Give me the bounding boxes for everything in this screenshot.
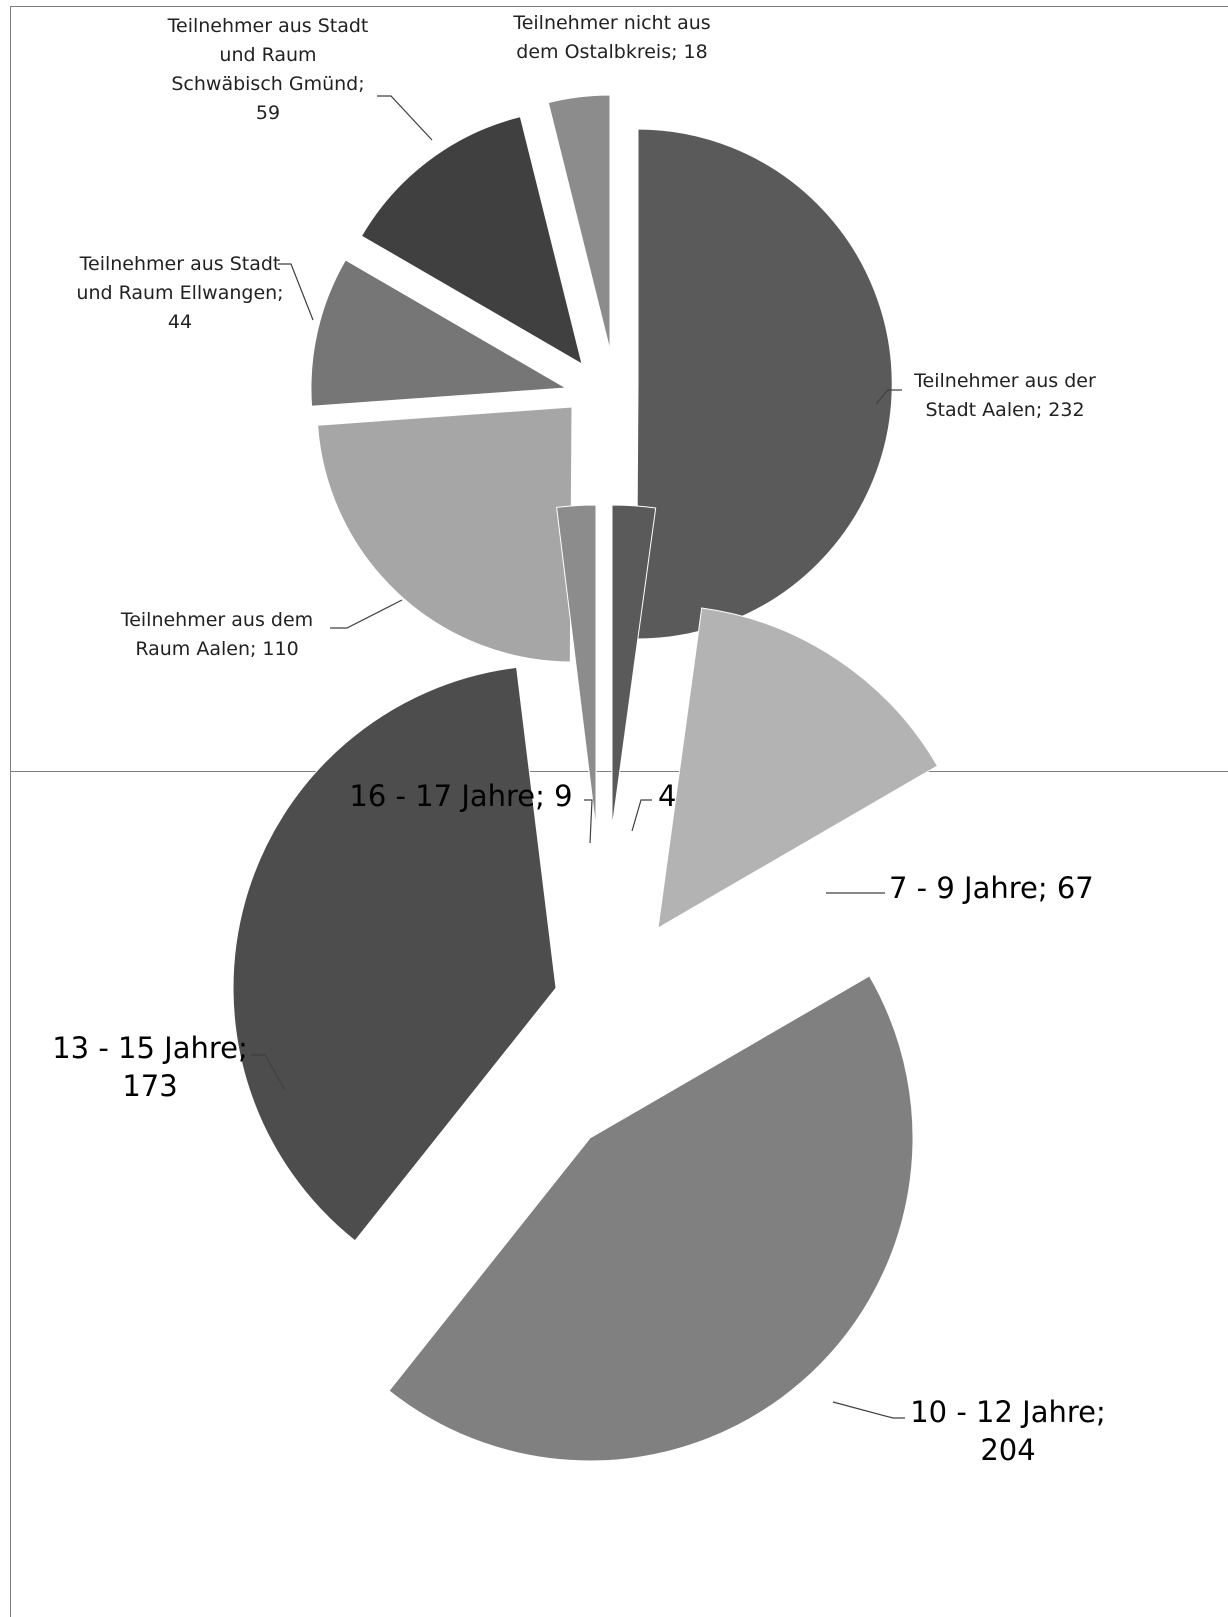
leader-line-teilnehmer-aus-stadt-und-raum-ellwangen	[278, 263, 314, 321]
pie-chart-origin: Teilnehmer aus der Stadt Aalen; 232 Teilne…	[76, 12, 1096, 663]
data-label-7-9-jahre: 7 - 9 Jahre; 67	[889, 871, 1094, 905]
leader-line-10-12-jahre	[832, 1401, 905, 1419]
leader-line-teilnehmer-aus-dem-raum-aalen	[330, 599, 403, 629]
data-label-16-17-jahre: 16 - 17 Jahre; 9	[349, 779, 572, 813]
data-label-teilnehmer-nicht-aus-dem-ostalbkreis: Teilnehmer nicht aus dem Ostalbkreis; 18	[512, 12, 710, 63]
pie-slice-teilnehmer-aus-stadt-und-raum-ellwangen	[310, 259, 568, 407]
pie-slice-10-12-jahre	[388, 975, 914, 1462]
data-label-teilnehmer-aus-der-stadt-aalen: Teilnehmer aus der Stadt Aalen; 232	[913, 370, 1096, 421]
leader-line-13-15-jahre	[251, 1054, 286, 1091]
pie-slice-teilnehmer-aus-dem-raum-aalen	[317, 406, 573, 663]
pie-slice-13-15-jahre	[232, 666, 557, 1242]
pie-slice-7-9-jahre	[657, 607, 939, 929]
pie-slice-teilnehmer-nicht-aus-dem-ostalbkreis	[547, 94, 611, 351]
data-label-13-15-jahre: 13 - 15 Jahre; 173	[52, 1031, 248, 1103]
chart-panel-origin	[10, 6, 1228, 771]
pie-slice-teilnehmer-aus-stadt-und-raum-schw-bisch-gm-nd	[360, 115, 583, 366]
leader-line-16-17-jahre	[584, 799, 593, 844]
data-label-10-12-jahre: 10 - 12 Jahre; 204	[910, 1395, 1106, 1467]
pie-slice-16-17-jahre	[556, 504, 597, 829]
pie-slice-4-6-jahre	[611, 504, 657, 829]
data-label-teilnehmer-aus-stadt-und-raum-schw-bisch-gm-nd: Teilnehmer aus Stadt und Raum Schwäbisch G…	[167, 15, 369, 124]
leader-line-teilnehmer-aus-der-stadt-aalen	[875, 389, 902, 405]
leader-line-teilnehmer-aus-stadt-und-raum-schw-bisch-gm-nd	[377, 95, 433, 141]
data-label-teilnehmer-aus-stadt-und-raum-ellwangen: Teilnehmer aus Stadt und Raum Ellwangen; 4…	[76, 253, 283, 333]
pie-slice-teilnehmer-aus-der-stadt-aalen	[635, 128, 893, 640]
leader-line-4-6-jahre	[631, 799, 652, 832]
data-label-teilnehmer-aus-dem-raum-aalen: Teilnehmer aus dem Raum Aalen; 110	[120, 609, 313, 660]
